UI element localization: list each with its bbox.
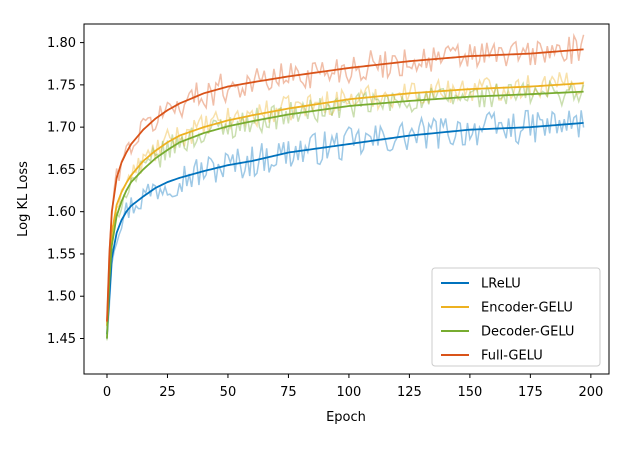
smoothed-line-encoder-gelu [106,82,584,326]
y-tick-label: 1.55 [47,247,76,262]
x-tick-label: 200 [578,385,603,400]
smoothed-line-lrelu [106,122,584,335]
x-tick-label: 125 [397,385,422,400]
y-tick-label: 1.50 [47,290,76,305]
smoothed-lines-layer [106,48,584,339]
x-tick-label: 150 [457,385,482,400]
smoothed-line-full-gelu [106,48,584,322]
legend-label-full-gelu: Full-GELU [481,349,543,364]
x-tick-label: 75 [280,385,297,400]
legend-label-decoder-gelu: Decoder-GELU [481,325,574,340]
y-tick-label: 1.70 [47,121,76,136]
raw-line-decoder-gelu [106,79,585,341]
legend-label-encoder-gelu: Encoder-GELU [481,301,573,316]
legend-box [431,267,601,367]
y-tick-label: 1.65 [47,163,76,178]
y-tick-label: 1.45 [47,332,76,347]
x-tick-label: 25 [159,385,176,400]
legend: LReLU Encoder-GELU Decoder-GELU Full-GELU [431,267,601,367]
y-axis-label: Log KL Loss [16,161,31,237]
y-axis-ticks: 1.45 1.50 1.55 1.60 1.65 1.70 1.75 1.80 [47,36,84,347]
y-tick-label: 1.75 [47,78,76,93]
plot-area-frame [83,23,610,375]
x-tick-label: 175 [518,385,543,400]
x-axis-label: Epoch [326,410,366,425]
legend-label-lrelu: LReLU [481,277,521,292]
smoothed-line-decoder-gelu [106,90,584,339]
x-tick-label: 100 [337,385,362,400]
y-tick-label: 1.60 [47,205,76,220]
x-tick-label: 50 [220,385,237,400]
x-axis-ticks: 0 25 50 75 100 125 150 175 200 [103,374,603,400]
y-tick-label: 1.80 [47,36,76,51]
raw-line-lrelu [106,109,585,339]
x-tick-label: 0 [103,385,111,400]
